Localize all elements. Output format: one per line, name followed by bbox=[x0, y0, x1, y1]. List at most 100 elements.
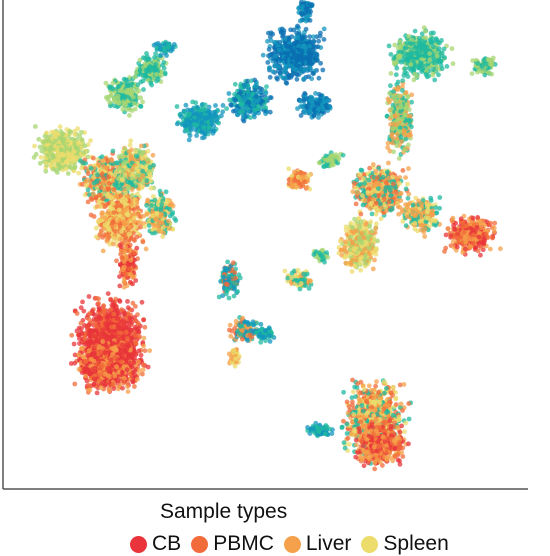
cell-point bbox=[148, 185, 154, 191]
cell-point bbox=[99, 171, 105, 177]
cell-point bbox=[270, 69, 276, 74]
cell-point bbox=[135, 82, 141, 88]
cell-point bbox=[33, 124, 38, 129]
cell-point bbox=[97, 307, 102, 312]
cell-point bbox=[32, 143, 37, 149]
cell-point bbox=[210, 130, 216, 136]
cell-point bbox=[88, 329, 93, 334]
cell-point bbox=[57, 124, 63, 130]
cell-point bbox=[153, 217, 159, 222]
cell-point bbox=[307, 107, 313, 113]
cell-point bbox=[123, 244, 129, 250]
cell-point bbox=[310, 50, 316, 56]
cell-point bbox=[111, 311, 117, 317]
cell-point bbox=[60, 158, 65, 164]
cell-point bbox=[142, 224, 148, 230]
cell-point bbox=[105, 316, 110, 321]
cell-point bbox=[127, 87, 133, 93]
cell-point bbox=[147, 171, 153, 177]
cell-point bbox=[166, 218, 171, 224]
cell-point bbox=[232, 91, 238, 97]
cell-point bbox=[304, 7, 309, 13]
cell-point bbox=[87, 311, 93, 316]
cell-point bbox=[130, 379, 136, 385]
cell-point bbox=[111, 241, 116, 247]
cell-point bbox=[294, 30, 300, 36]
cell-point bbox=[162, 71, 168, 77]
cell-point bbox=[110, 86, 116, 92]
cell-point bbox=[315, 106, 321, 112]
cell-point bbox=[228, 102, 234, 108]
cell-point bbox=[121, 279, 127, 285]
cell-point bbox=[307, 58, 312, 63]
cell-point bbox=[156, 228, 162, 234]
cell-point bbox=[308, 65, 313, 71]
cell-point bbox=[61, 153, 66, 158]
cell-point bbox=[109, 158, 115, 164]
cell-point bbox=[55, 148, 60, 154]
cell-point bbox=[70, 159, 76, 165]
cell-point bbox=[241, 118, 247, 124]
cell-point bbox=[55, 161, 61, 167]
cell-point bbox=[157, 221, 163, 226]
cell-point bbox=[104, 165, 109, 171]
cell-point bbox=[97, 192, 102, 198]
cell-point bbox=[80, 182, 85, 187]
cell-point bbox=[122, 249, 127, 255]
cell-point bbox=[294, 72, 300, 77]
cell-point bbox=[68, 361, 74, 366]
cell-point bbox=[138, 104, 144, 109]
cell-point bbox=[132, 106, 138, 112]
cell-point bbox=[100, 196, 106, 202]
cell-point bbox=[278, 73, 284, 79]
cell-point bbox=[86, 383, 92, 388]
cell-point bbox=[124, 212, 130, 218]
cell-point bbox=[74, 311, 80, 316]
cell-point bbox=[160, 234, 166, 240]
cell-point bbox=[266, 65, 272, 71]
cell-point bbox=[300, 4, 305, 9]
cell-point bbox=[187, 111, 193, 117]
cell-point bbox=[129, 176, 135, 182]
cell-point bbox=[132, 74, 138, 80]
cell-point bbox=[110, 148, 116, 154]
cell-point bbox=[128, 272, 134, 277]
cell-point bbox=[157, 46, 163, 52]
cell-point bbox=[241, 114, 246, 119]
cell-point bbox=[132, 238, 137, 243]
cell-point bbox=[246, 99, 252, 105]
cell-point bbox=[302, 34, 308, 40]
cell-point bbox=[74, 328, 80, 334]
cell-point bbox=[37, 160, 43, 166]
cell-point bbox=[100, 248, 106, 254]
cell-point bbox=[314, 52, 320, 58]
cell-point bbox=[123, 271, 128, 277]
cell-point bbox=[273, 53, 278, 59]
cell-point bbox=[109, 92, 114, 98]
cell-point bbox=[153, 51, 159, 56]
cell-point bbox=[133, 147, 138, 153]
cell-point bbox=[194, 133, 200, 139]
cell-point bbox=[109, 324, 114, 330]
cell-point bbox=[321, 99, 327, 105]
cell-point bbox=[60, 139, 66, 145]
cell-point bbox=[88, 196, 94, 201]
cell-point bbox=[64, 127, 70, 132]
cell-point bbox=[311, 112, 317, 118]
cell-point bbox=[122, 310, 128, 316]
cell-point bbox=[300, 104, 305, 109]
cell-point bbox=[161, 60, 167, 65]
cell-point bbox=[154, 78, 160, 84]
cell-point bbox=[79, 165, 84, 171]
cell-point bbox=[38, 154, 44, 160]
cell-point bbox=[123, 329, 129, 335]
cell-point bbox=[125, 389, 131, 394]
cell-point bbox=[316, 38, 321, 44]
cell-point bbox=[105, 321, 111, 327]
cell-point bbox=[139, 155, 145, 161]
scatter-points bbox=[31, 0, 503, 472]
cell-point bbox=[240, 109, 245, 114]
cell-point bbox=[302, 66, 307, 72]
cell-point bbox=[133, 224, 139, 230]
cell-point bbox=[227, 97, 233, 103]
